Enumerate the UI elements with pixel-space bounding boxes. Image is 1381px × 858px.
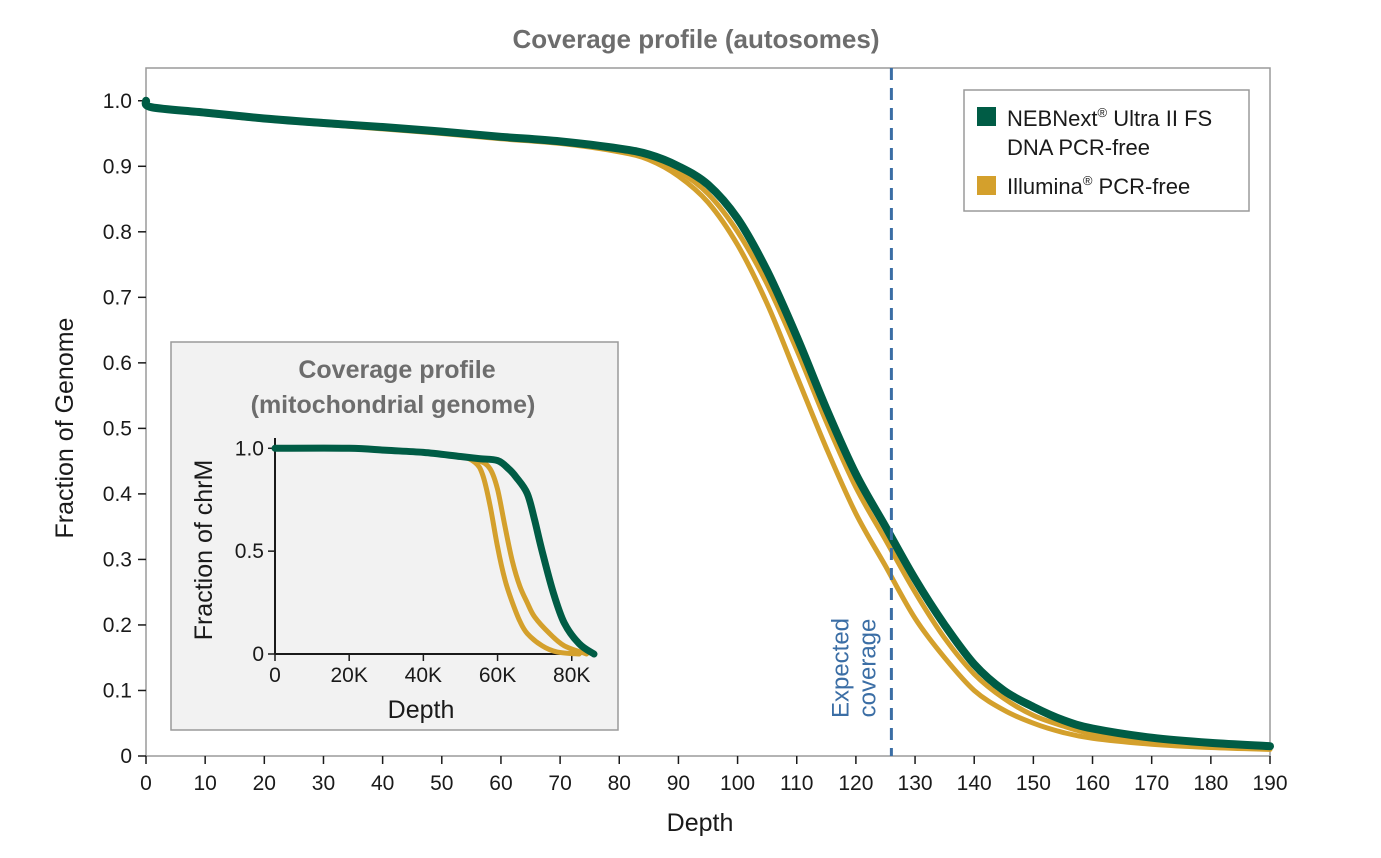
main-y-tick-label: 0.9	[103, 155, 132, 178]
main-x-tick-label: 180	[1193, 772, 1228, 795]
inset-y-axis: 0 0.5 1.0	[235, 437, 275, 666]
main-y-tick-label: 0.7	[103, 286, 132, 309]
main-y-tick-label: 0.2	[103, 614, 132, 637]
expected-coverage-line1: Expected	[827, 618, 854, 718]
main-y-tick-label: 0.5	[103, 417, 132, 440]
main-series-lines	[141, 96, 1274, 752]
main-x-tick-label: 0	[140, 772, 152, 795]
main-y-tick-label: 0.8	[103, 221, 132, 244]
inset-panel	[170, 341, 619, 731]
inset-y-tick-label: 1.0	[235, 437, 264, 460]
inset-x-axis-label: Depth	[388, 696, 455, 724]
legend-label-nebnext-line2: DNA PCR-free	[1007, 135, 1150, 160]
expected-coverage-label: Expected coverage	[827, 618, 881, 718]
legend-label-illumina: Illumina® PCR-free	[1007, 173, 1190, 199]
main-x-tick-label: 50	[430, 772, 453, 795]
main-x-tick-label: 20	[253, 772, 276, 795]
main-x-tick-label: 120	[838, 772, 873, 795]
main-x-tick-label: 190	[1252, 772, 1287, 795]
legend-swatch-nebnext	[977, 107, 996, 126]
main-x-tick-label: 110	[780, 772, 813, 795]
legend-box	[963, 89, 1250, 212]
main-x-tick-label: 160	[1075, 772, 1110, 795]
main-x-tick-label: 10	[193, 772, 216, 795]
main-x-tick-label: 80	[608, 772, 631, 795]
inset-y-tick-label: 0	[252, 643, 264, 666]
main-x-axis: 0 10 20 30 40 50 60 70 80 90 100 110 120 130 140 150 160…	[140, 756, 1288, 795]
inset-x-tick-label: 20K	[330, 664, 367, 687]
inset-chart: Coverage profile (mitochondrial genome) …	[170, 341, 619, 731]
main-x-tick-label: 140	[957, 772, 992, 795]
legend-swatch-illumina	[977, 176, 996, 195]
main-y-tick-label: 1.0	[103, 90, 132, 113]
main-x-tick-label: 60	[489, 772, 512, 795]
main-x-tick-label: 30	[312, 772, 335, 795]
inset-x-tick-label: 0	[269, 664, 281, 687]
inset-series-lines	[271, 444, 598, 658]
expected-coverage-line2: coverage	[854, 619, 881, 718]
inset-x-tick-label: 80K	[553, 664, 590, 687]
main-y-tick-label: 0.1	[103, 679, 132, 702]
inset-y-axis-label: Fraction of chrM	[190, 460, 218, 641]
inset-x-tick-label: 60K	[479, 664, 516, 687]
main-x-tick-label: 150	[1016, 772, 1051, 795]
main-y-axis-label: Fraction of Genome	[51, 318, 79, 539]
inset-x-tick-label: 40K	[405, 664, 442, 687]
main-x-tick-label: 40	[371, 772, 394, 795]
main-y-tick-label: 0.6	[103, 352, 132, 375]
inset-title-line1: Coverage profile	[298, 356, 495, 384]
main-y-axis: 0 0.1 0.2 0.3 0.4 0.5 0.6 0.7 0.8 0.9 1.0	[103, 90, 146, 768]
inset-series-line	[271, 444, 598, 658]
main-x-tick-label: 90	[667, 772, 690, 795]
legend: NEBNext® Ultra II FS DNA PCR-free Illumi…	[963, 89, 1250, 212]
legend-label-nebnext: NEBNext® Ultra II FS	[1007, 105, 1212, 131]
inset-title-line2: (mitochondrial genome)	[251, 391, 536, 419]
main-x-tick-label: 100	[720, 772, 755, 795]
main-x-tick-label: 170	[1134, 772, 1169, 795]
main-y-tick-label: 0.3	[103, 548, 132, 571]
main-x-tick-label: 130	[898, 772, 933, 795]
main-y-tick-label: 0.4	[103, 483, 133, 506]
main-y-tick-label: 0	[120, 745, 132, 768]
main-x-axis-label: Depth	[667, 809, 734, 837]
main-plot-frame	[145, 67, 1271, 757]
main-chart-title: Coverage profile (autosomes)	[513, 24, 880, 54]
main-series-line	[141, 96, 1274, 751]
inset-x-axis: 0 20K 40K 60K 80K	[269, 654, 590, 687]
inset-y-tick-label: 0.5	[235, 540, 264, 563]
main-x-tick-label: 70	[548, 772, 571, 795]
